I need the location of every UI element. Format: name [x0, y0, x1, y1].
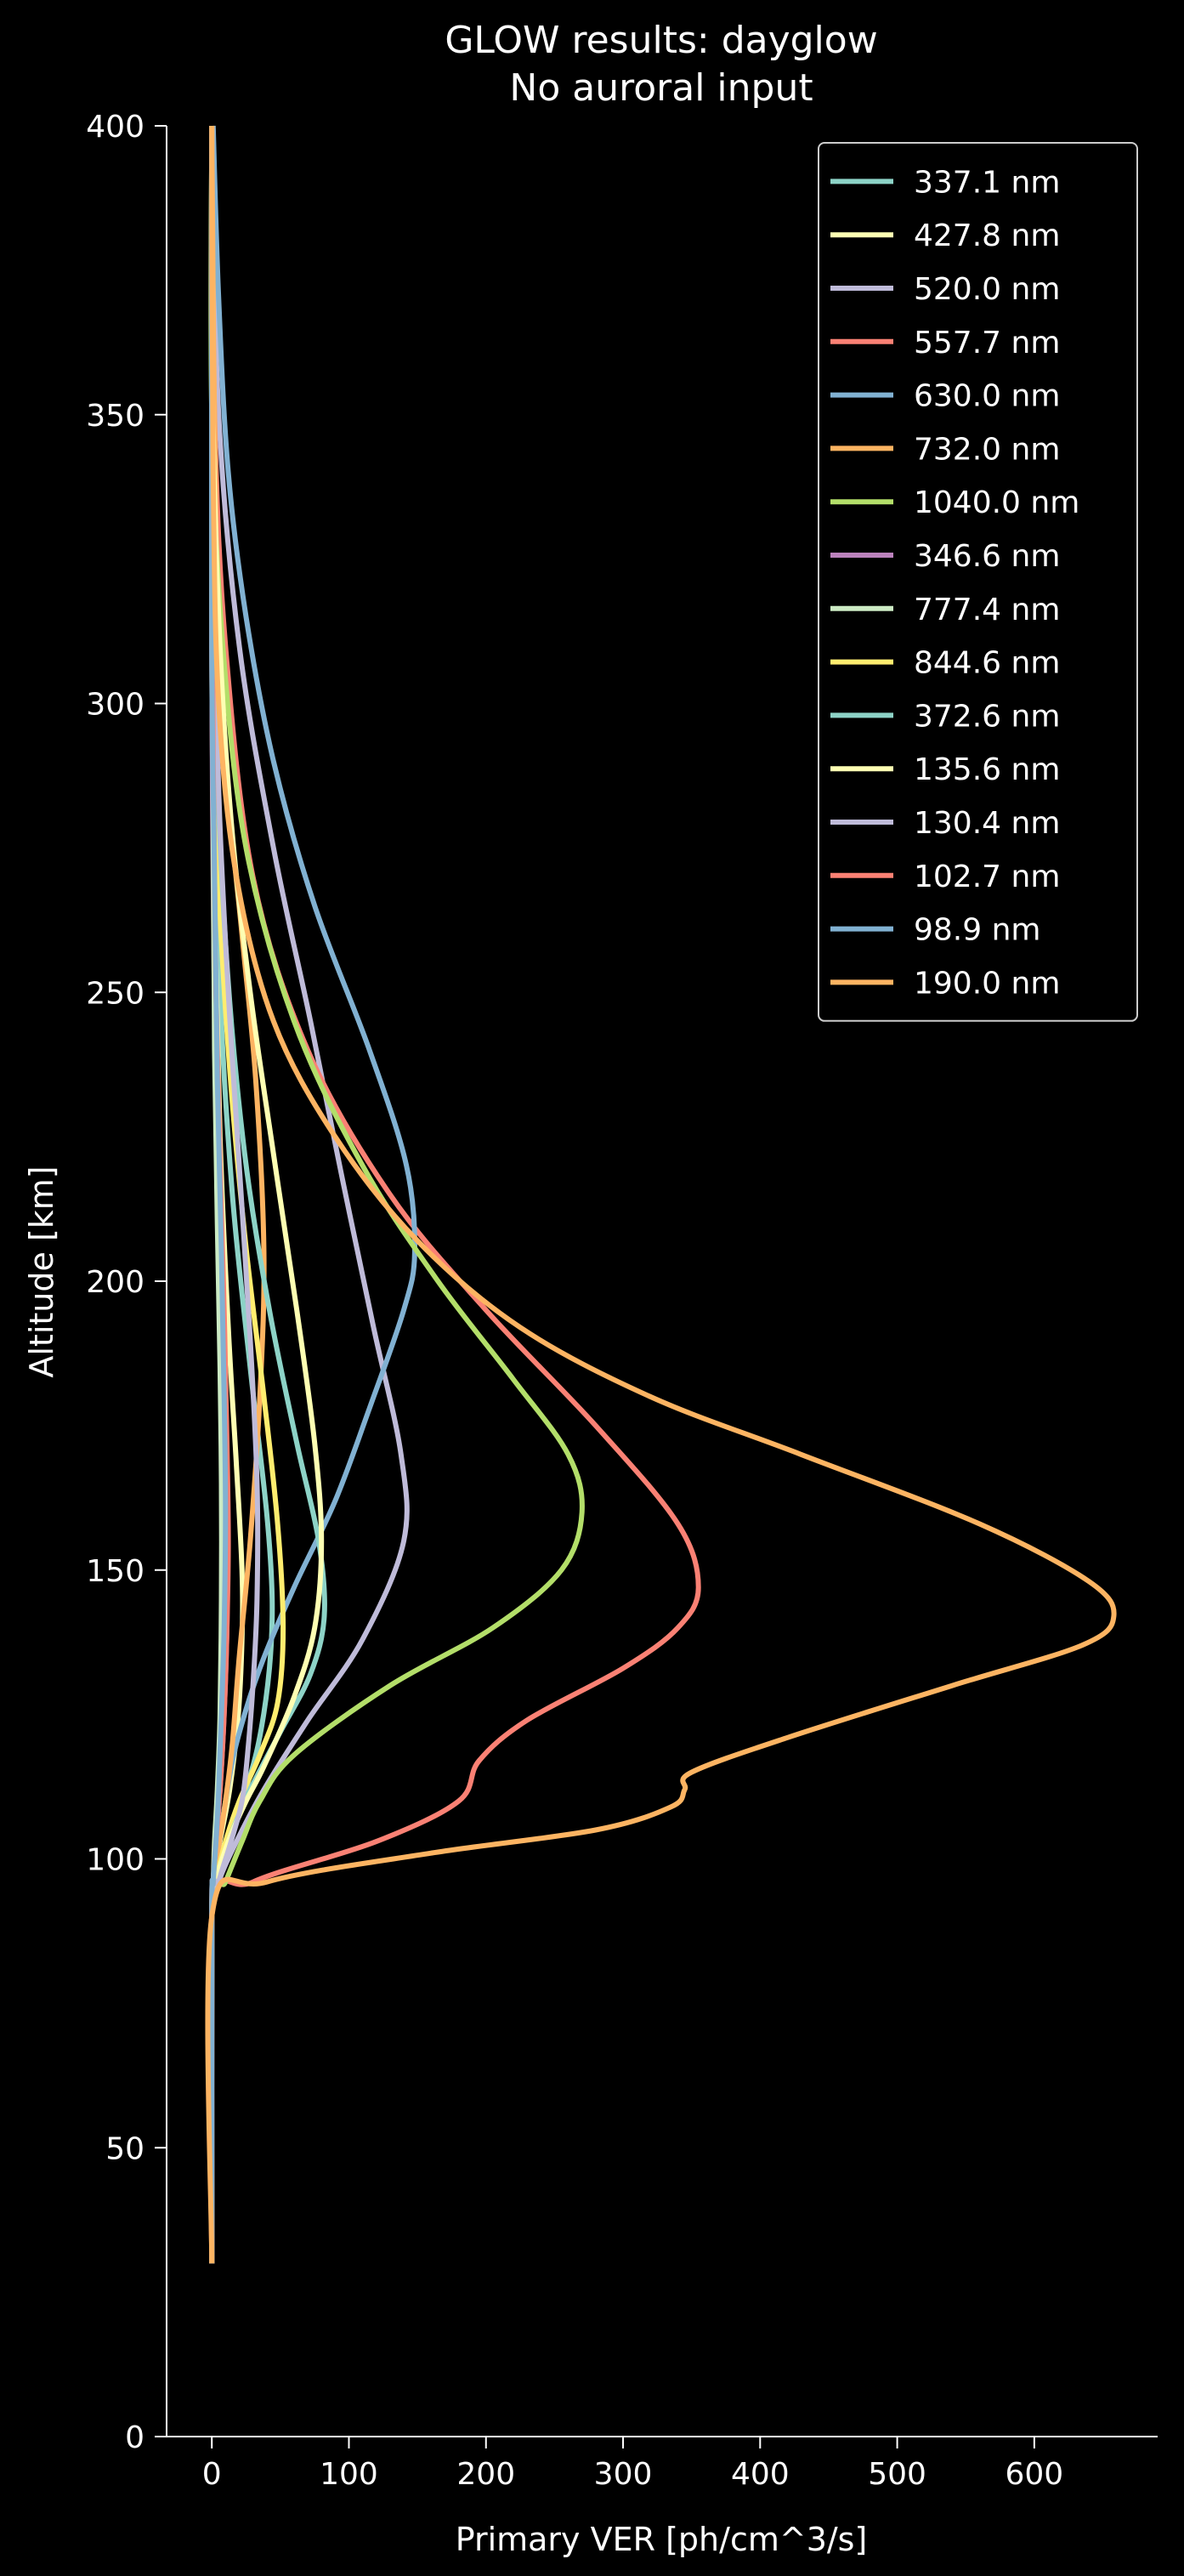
x-tick-label: 0: [202, 2457, 222, 2492]
x-tick-label: 500: [868, 2457, 926, 2492]
y-tick-label: 300: [86, 688, 144, 723]
chart-title: GLOW results: dayglow: [445, 19, 877, 62]
x-tick-label: 100: [320, 2457, 378, 2492]
y-tick-label: 100: [86, 1843, 144, 1878]
series-line: [206, 125, 701, 2264]
x-tick-label: 600: [1005, 2457, 1063, 2492]
legend-frame: [818, 142, 1138, 1022]
y-tick-label: 0: [125, 2420, 144, 2455]
series-line: [208, 125, 585, 2264]
series-line: [208, 125, 229, 2264]
x-tick-label: 200: [456, 2457, 515, 2492]
y-tick-label: 400: [86, 110, 144, 145]
y-tick-label: 50: [105, 2131, 144, 2166]
x-tick-label: 400: [731, 2457, 790, 2492]
legend-label: 102.7 nm: [914, 860, 1060, 894]
y-tick-label: 350: [86, 399, 144, 434]
legend-label: 732.0 nm: [914, 432, 1060, 467]
legend-label: 337.1 nm: [914, 165, 1060, 200]
x-axis-label: Primary VER [ph/cm^3/s]: [456, 2521, 868, 2558]
legend-label: 190.0 nm: [914, 966, 1060, 1001]
legend-label: 520.0 nm: [914, 272, 1060, 307]
legend-label: 630.0 nm: [914, 379, 1060, 414]
x-tick-label: 300: [594, 2457, 653, 2492]
legend-label: 346.6 nm: [914, 539, 1060, 574]
y-tick-label: 200: [86, 1265, 144, 1300]
legend-label: 557.7 nm: [914, 326, 1060, 360]
axes: 0 100 200 300 400 500 600 0 50 100 150 200 250 300 350…: [86, 110, 1158, 2492]
chart-subtitle: No auroral input: [509, 66, 813, 110]
legend-label: 135.6 nm: [914, 752, 1060, 787]
series-lines: [205, 125, 1117, 2264]
y-tick-label: 150: [86, 1554, 144, 1589]
y-axis-label: Altitude [km]: [23, 1166, 60, 1377]
legend: 337.1 nm 427.8 nm 520.0 nm 557.7 nm 630.0 nm…: [818, 142, 1138, 1022]
legend-label: 1040.0 nm: [914, 485, 1079, 520]
legend-label: 427.8 nm: [914, 218, 1060, 253]
legend-label: 844.6 nm: [914, 646, 1060, 681]
legend-label: 98.9 nm: [914, 913, 1040, 948]
legend-label: 777.4 nm: [914, 593, 1060, 627]
legend-label: 130.4 nm: [914, 806, 1060, 841]
y-tick-label: 250: [86, 976, 144, 1011]
series-line: [208, 125, 325, 2264]
series-line: [205, 125, 1117, 2264]
legend-label: 372.6 nm: [914, 699, 1060, 734]
